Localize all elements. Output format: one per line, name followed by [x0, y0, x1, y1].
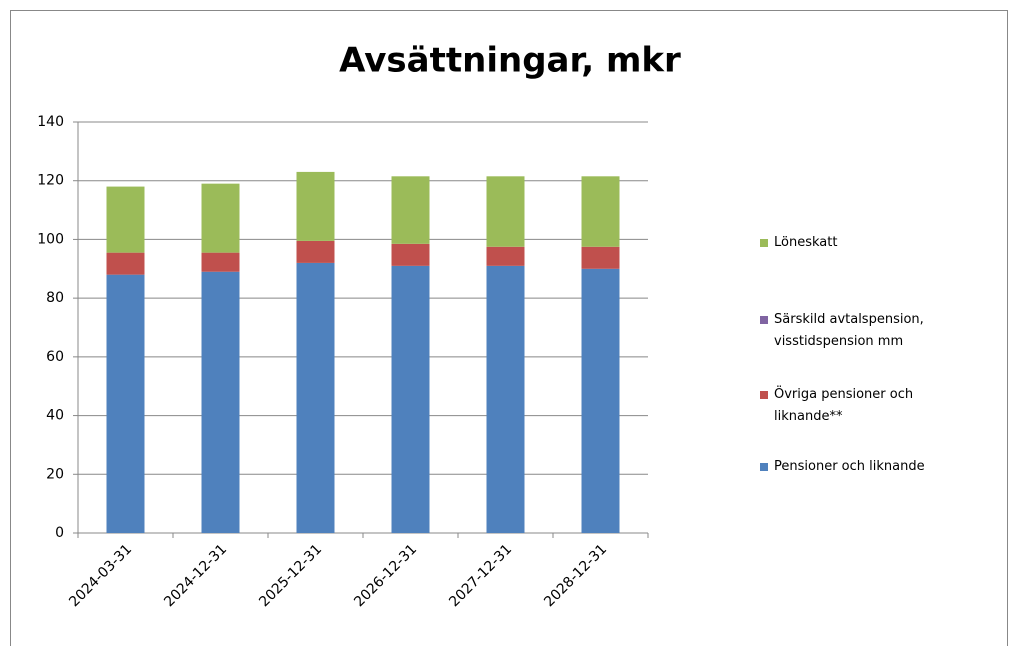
chart-border: [10, 10, 1008, 646]
x-tick-label: 2024-03-31: [66, 541, 135, 610]
y-tick-label: 140: [37, 114, 64, 130]
bar-segment: [296, 171, 335, 241]
y-tick-label: 40: [46, 408, 64, 424]
legend-swatch: [760, 316, 768, 324]
legend-swatch: [760, 391, 768, 399]
bar-segment: [106, 186, 145, 253]
y-tick-label: 0: [55, 525, 64, 541]
bar-segment: [486, 246, 525, 266]
legend-swatch: [760, 239, 768, 247]
x-tick-label: 2025-12-31: [256, 541, 325, 610]
legend-label: Övriga pensioner och liknande**: [774, 387, 914, 424]
x-tick-label: 2024-12-31: [161, 541, 230, 610]
bar-segment: [391, 265, 430, 533]
x-tick-label: 2026-12-31: [351, 541, 420, 610]
legend-swatch: [760, 463, 768, 471]
legend-label: Särskild avtalspension, visstidspension …: [774, 312, 924, 349]
legend-label: Löneskatt: [774, 235, 838, 250]
legend-item: Pensioner och liknande: [760, 456, 980, 478]
y-tick-label: 20: [46, 466, 64, 482]
y-tick-label: 120: [37, 173, 64, 189]
y-tick-label: 60: [46, 349, 64, 365]
bar-segment: [201, 271, 240, 533]
bar-segment: [581, 268, 620, 533]
y-tick-label: 100: [37, 231, 64, 247]
bar-segment: [391, 243, 430, 266]
bar-segment: [201, 252, 240, 272]
bar-segment: [296, 240, 335, 263]
legend-item: Löneskatt: [760, 232, 980, 254]
bar-segment: [486, 265, 525, 533]
bar-segment: [106, 252, 145, 275]
bar-segment: [106, 274, 145, 533]
legend-label: Pensioner och liknande: [774, 459, 925, 474]
bar-segment: [391, 176, 430, 244]
x-tick-label: 2028-12-31: [541, 541, 610, 610]
y-tick-label: 80: [46, 290, 64, 306]
bar-segment: [201, 183, 240, 253]
legend-item: Särskild avtalspension, visstidspension …: [760, 309, 980, 353]
bar-segment: [486, 176, 525, 247]
bar-segment: [581, 246, 620, 269]
bar-segment: [296, 262, 335, 533]
legend-item: Övriga pensioner och liknande**: [760, 384, 980, 428]
bar-segment: [581, 176, 620, 247]
x-tick-label: 2027-12-31: [446, 541, 515, 610]
chart-title: Avsättningar, mkr: [339, 41, 681, 81]
